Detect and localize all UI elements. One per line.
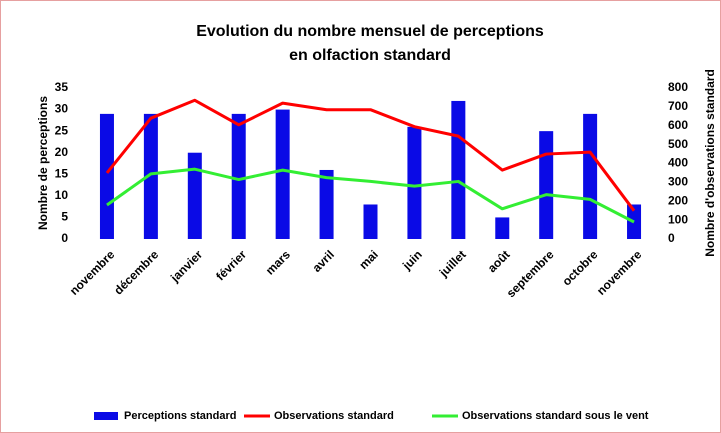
bar [407,126,422,239]
y-tick-label: 0 [61,231,68,245]
y2-tick-label: 200 [668,193,688,207]
y-tick-label: 35 [55,80,69,94]
bar [319,169,334,239]
chart-title: Evolution du nombre mensuel de perceptio… [196,23,544,40]
y2-tick-label: 600 [668,118,688,132]
legend-label: Perceptions standard [124,410,236,422]
chart-title: en olfaction standard [289,47,451,64]
y2-axis-label: Nombre d'observations standard [703,69,717,257]
line [105,98,636,212]
bar [231,113,246,239]
y-tick-label: 25 [55,123,69,137]
y-tick-label: 10 [55,188,69,202]
bar [363,204,378,239]
y-tick-label: 20 [55,145,69,159]
y2-tick-label: 0 [668,231,675,245]
bar [143,113,158,239]
bar [275,109,290,239]
bar [187,152,202,239]
y2-tick-label: 400 [668,156,688,170]
legend-swatch [94,412,118,420]
bar [99,113,114,239]
bar [495,217,510,239]
y-tick-label: 15 [55,166,69,180]
y-axis-label: Nombre de perceptions [36,96,50,230]
y2-tick-label: 500 [668,137,688,151]
bar [451,100,466,239]
y2-tick-label: 800 [668,80,688,94]
legend-label: Observations standard [274,410,394,422]
y2-tick-label: 700 [668,99,688,113]
y2-tick-label: 300 [668,175,688,189]
legend-label: Observations standard sous le vent [462,410,649,422]
bar [583,113,598,239]
y2-tick-label: 100 [668,212,688,226]
y-tick-label: 30 [55,102,69,116]
y-tick-label: 5 [61,210,68,224]
line [106,167,635,224]
bar [539,131,554,239]
